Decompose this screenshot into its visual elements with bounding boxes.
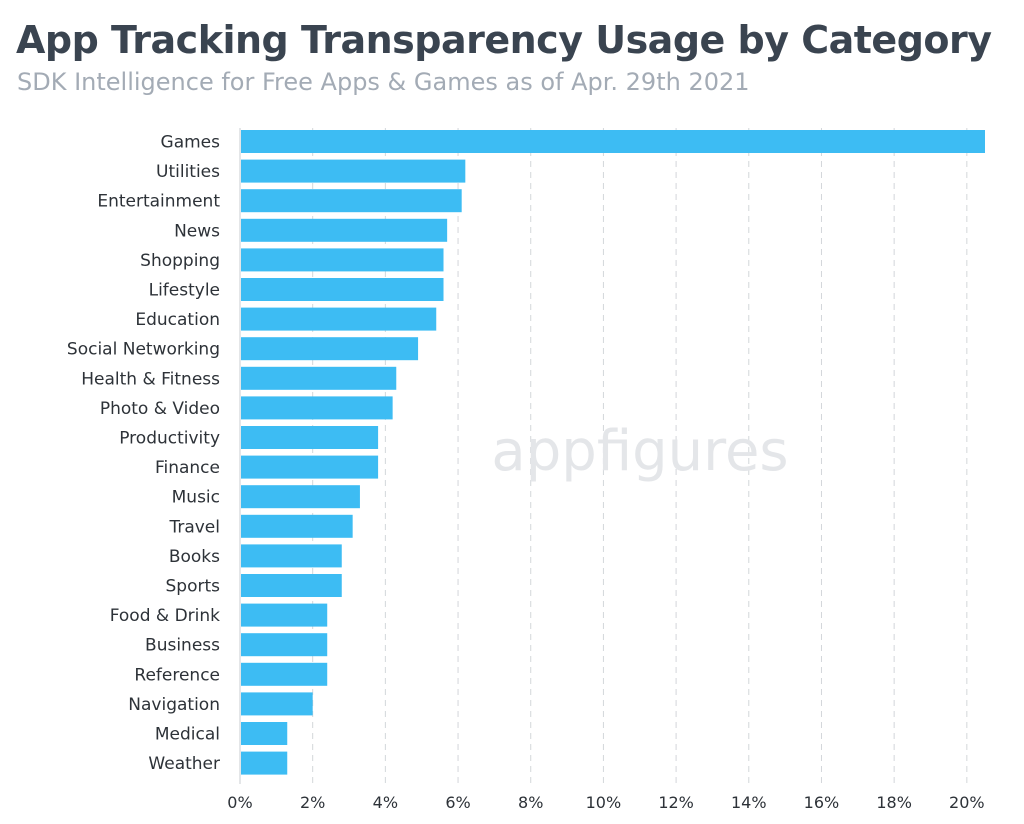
x-tick-label: 14% — [731, 793, 767, 812]
x-tick-label: 0% — [227, 793, 252, 812]
category-label: Books — [169, 547, 220, 567]
x-tick-label: 8% — [518, 793, 543, 812]
category-labels: Games Utilities Entertainment News Shopping L… — [67, 133, 220, 775]
bar — [241, 751, 288, 775]
bar — [241, 189, 462, 213]
category-label: Social Networking — [67, 340, 220, 360]
category-label: Games — [161, 133, 221, 153]
bar — [241, 455, 379, 479]
bar — [241, 130, 985, 153]
x-tick-label: 2% — [300, 793, 325, 812]
bar — [241, 426, 379, 449]
bar — [241, 722, 288, 745]
bar — [241, 544, 342, 568]
category-label: Utilities — [156, 162, 220, 182]
category-label: Navigation — [128, 695, 220, 715]
category-label: News — [174, 221, 220, 241]
bar — [241, 159, 466, 183]
grid-lines — [239, 128, 968, 784]
watermark-logo: appfigures — [491, 419, 788, 484]
category-label: Finance — [155, 458, 220, 478]
category-label: Entertainment — [97, 192, 220, 212]
category-label: Medical — [155, 725, 220, 745]
bar — [241, 692, 313, 716]
x-tick-label: 6% — [445, 793, 470, 812]
bar — [241, 662, 328, 686]
category-label: Sports — [166, 577, 221, 597]
category-label: Food & Drink — [110, 606, 220, 626]
bar — [241, 514, 353, 538]
bar — [241, 574, 342, 597]
category-label: Education — [135, 310, 220, 330]
chart-title: App Tracking Transparency Usage by Categ… — [16, 18, 992, 62]
bar — [241, 396, 393, 420]
x-tick-label: 20% — [949, 793, 985, 812]
category-label: Business — [145, 636, 220, 656]
x-tick-label: 4% — [373, 793, 398, 812]
x-tick-label: 18% — [876, 793, 912, 812]
category-label: Lifestyle — [149, 281, 220, 301]
bar — [241, 218, 448, 242]
category-label: Music — [172, 488, 220, 508]
category-label: Reference — [134, 665, 220, 685]
category-label: Travel — [168, 517, 220, 537]
bar — [241, 248, 444, 272]
bar — [241, 366, 397, 390]
bar — [241, 633, 328, 657]
bar — [241, 307, 437, 331]
bar — [241, 603, 328, 627]
x-tick-label: 10% — [586, 793, 622, 812]
x-axis-ticks: 0% 2% 4% 6% 8% 10% 12% 14% 16% 18% 20% — [227, 793, 984, 812]
bar — [241, 485, 360, 509]
category-label: Photo & Video — [100, 399, 220, 419]
bar — [241, 278, 444, 301]
x-tick-label: 12% — [658, 793, 694, 812]
category-label: Health & Fitness — [81, 369, 220, 389]
bars — [241, 130, 985, 775]
x-tick-label: 16% — [804, 793, 840, 812]
category-label: Shopping — [140, 251, 220, 271]
bar — [241, 337, 419, 361]
category-label: Productivity — [119, 429, 220, 449]
category-label: Weather — [148, 754, 220, 774]
chart-subtitle: SDK Intelligence for Free Apps & Games a… — [17, 68, 750, 96]
